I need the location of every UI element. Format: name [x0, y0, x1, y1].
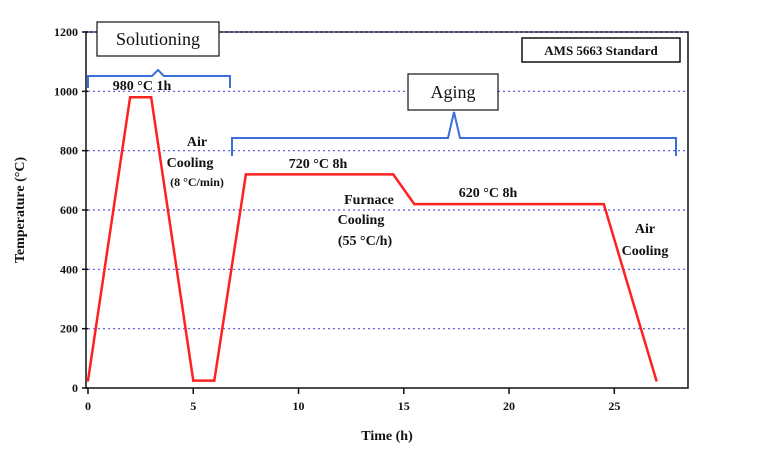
air-cooling-2-line2: Cooling: [622, 244, 669, 259]
step2-label: 720 °C 8h: [289, 157, 348, 172]
y-tick-label-0: 0: [72, 381, 78, 395]
x-tick-label-15: 15: [398, 399, 410, 413]
standard-box: AMS 5663 Standard: [521, 37, 681, 63]
series-point-0: [86, 379, 90, 382]
y-axis-title: Temperature (°C): [13, 157, 28, 264]
standard-label: AMS 5663 Standard: [544, 43, 658, 58]
series-points: [86, 96, 658, 382]
series-point-6: [392, 173, 395, 176]
y-tick-label-1200: 1200: [54, 25, 78, 39]
y-tick-label-1000: 1000: [54, 84, 78, 98]
plot-frame: [85, 31, 689, 389]
y-tick-label-800: 800: [60, 144, 78, 158]
series-point-2: [149, 96, 153, 99]
temperature-series-line: [86, 96, 658, 382]
series-point-7: [413, 202, 416, 206]
solutioning-brace: [87, 68, 231, 88]
solutioning-box: Solutioning: [96, 21, 220, 57]
x-tick-label-0: 0: [85, 399, 91, 413]
x-axis-title: Time (h): [361, 429, 413, 444]
series-point-8: [602, 202, 605, 206]
y-tick-label-600: 600: [60, 203, 78, 217]
series-point-4: [213, 379, 216, 382]
aging-brace: [231, 111, 677, 156]
y-tick-label-200: 200: [60, 322, 78, 336]
furnace-cooling-line2: Cooling: [338, 213, 385, 228]
x-tick-label-25: 25: [608, 399, 620, 413]
air-cooling-1-line1: Air: [187, 135, 207, 150]
furnace-cooling-line3: (55 °C/h): [338, 234, 393, 249]
series-point-9: [655, 379, 658, 382]
air-cooling-1-line2: Cooling: [167, 156, 214, 171]
series-point-5: [244, 173, 248, 176]
solutioning-label: Solutioning: [116, 29, 200, 49]
step3-label: 620 °C 8h: [459, 186, 518, 201]
air-cooling-2-line1: Air: [635, 222, 655, 237]
x-tick-label-20: 20: [503, 399, 515, 413]
x-tick-label-10: 10: [293, 399, 305, 413]
air-cooling-1-line3: (8 °C/min): [170, 175, 224, 189]
furnace-cooling-line1: Furnace: [344, 193, 394, 208]
aging-box: Aging: [407, 73, 499, 111]
y-tick-label-400: 400: [60, 262, 78, 276]
series-point-1: [128, 96, 132, 99]
series-point-3: [192, 379, 195, 382]
step1-label: 980 °C 1h: [113, 79, 172, 94]
y-axis-ticks: 0 200 400 600 800 1000 1200: [54, 25, 88, 395]
aging-label: Aging: [431, 82, 476, 102]
x-tick-label-5: 5: [190, 399, 196, 413]
x-axis-ticks: 0 5 10 15 20 25: [85, 388, 620, 413]
